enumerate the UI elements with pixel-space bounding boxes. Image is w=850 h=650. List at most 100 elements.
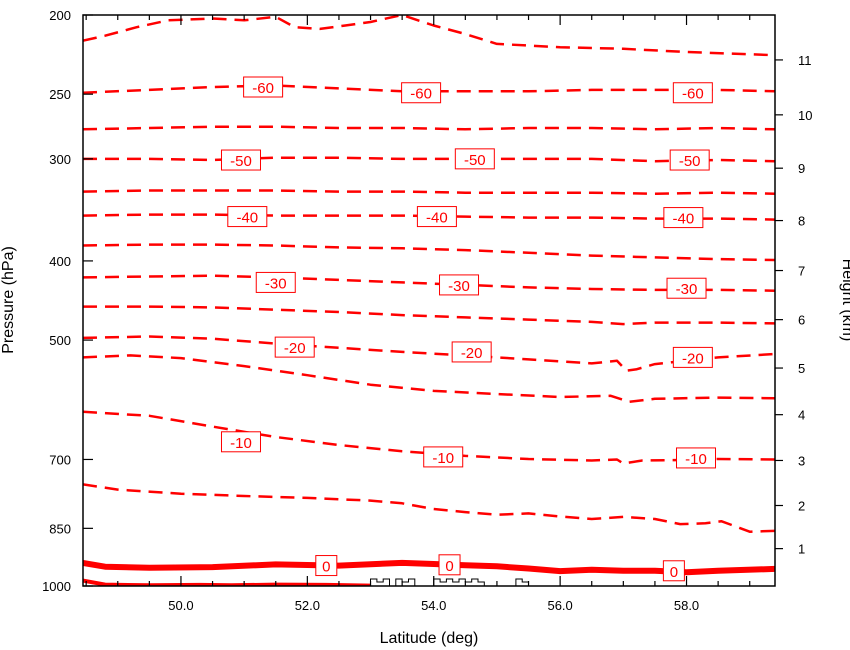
contour-label-text: -10 bbox=[685, 451, 707, 468]
height-tick-label: 9 bbox=[798, 161, 805, 176]
contour-label: -40 bbox=[663, 207, 704, 229]
isotherm-line bbox=[83, 483, 775, 533]
contour-label-text: -60 bbox=[682, 86, 704, 103]
contour-label: -10 bbox=[423, 446, 464, 468]
x-tick-label: 56.0 bbox=[547, 598, 572, 613]
contour-label: -60 bbox=[243, 76, 284, 98]
contour-label: -40 bbox=[227, 206, 268, 228]
height-tick-label: 11 bbox=[798, 53, 812, 68]
contour-label-text: -50 bbox=[679, 153, 701, 170]
contour-labels: -60 -60 -60 -50 -50 -50 -40 -40 -40 -30 -30 -30 -20 -… bbox=[220, 76, 717, 582]
contour-label-text: -10 bbox=[230, 435, 252, 452]
pressure-tick-label: 250 bbox=[49, 87, 71, 102]
contour-label-text: -60 bbox=[410, 86, 432, 103]
contour-label-box bbox=[315, 555, 338, 577]
contour-label: -50 bbox=[669, 149, 710, 171]
contour-label-text: -40 bbox=[673, 211, 695, 228]
contour-label-text: 0 bbox=[670, 564, 678, 581]
plot-frame bbox=[82, 14, 776, 587]
height-tick-label: 5 bbox=[798, 361, 805, 376]
contour-label-box bbox=[666, 277, 707, 299]
isotherm-line bbox=[83, 243, 775, 262]
contour-label-box bbox=[255, 271, 296, 293]
contour-label-text: -30 bbox=[448, 278, 470, 295]
contour-label-text: -30 bbox=[676, 281, 698, 298]
contour-label: -30 bbox=[439, 274, 480, 296]
contour-label-box bbox=[416, 206, 457, 228]
contour-label: -50 bbox=[220, 149, 261, 171]
contour-label: -60 bbox=[672, 82, 713, 104]
isotherm-line bbox=[83, 274, 775, 292]
pressure-tick-label: 850 bbox=[49, 521, 71, 536]
height-tick-label: 3 bbox=[798, 453, 805, 468]
contour-label-box bbox=[439, 274, 480, 296]
right-axis-title: Height (km) bbox=[839, 259, 850, 342]
contour-label: 0 bbox=[662, 560, 685, 582]
height-tick-label: 8 bbox=[798, 214, 805, 229]
contour-label-text: -20 bbox=[682, 350, 704, 367]
height-tick-label: 1 bbox=[798, 542, 805, 557]
contour-label: -40 bbox=[416, 206, 457, 228]
contour-label: -30 bbox=[255, 271, 296, 293]
left-axis-title: Pressure (hPa) bbox=[0, 246, 17, 354]
x-axis: 50.0 52.0 54.0 56.0 58.0 bbox=[85, 15, 751, 613]
isotherm-line bbox=[83, 189, 775, 195]
contour-label-box bbox=[243, 76, 284, 98]
pressure-tick-label: 500 bbox=[49, 333, 71, 348]
height-axis: 1 2 3 4 5 6 7 8 9 10 11 bbox=[775, 53, 812, 557]
isotherm-line bbox=[83, 15, 775, 57]
contour-label-text: 0 bbox=[445, 558, 453, 575]
height-tick-label: 4 bbox=[798, 408, 805, 423]
x-tick-label: 54.0 bbox=[421, 598, 446, 613]
terrain-bump bbox=[433, 578, 485, 586]
contour-label-box bbox=[401, 82, 442, 104]
contour-label: -10 bbox=[220, 431, 261, 453]
contour-label-text: -40 bbox=[236, 210, 258, 227]
contour-label-box bbox=[274, 336, 315, 358]
contour-label-text: -40 bbox=[426, 210, 448, 227]
pressure-tick-label: 400 bbox=[49, 254, 71, 269]
contour-label: 0 bbox=[438, 554, 461, 576]
isotherm-line bbox=[83, 410, 775, 465]
isotherm-line bbox=[83, 305, 775, 326]
height-tick-label: 7 bbox=[798, 264, 805, 279]
terrain-bump bbox=[395, 578, 416, 586]
terrain-bump bbox=[370, 578, 390, 586]
pressure-axis: 200 250 300 400 500 700 850 1000 bbox=[42, 8, 93, 594]
height-tick-label: 2 bbox=[798, 498, 805, 513]
height-tick-label: 10 bbox=[798, 108, 812, 123]
contour-label-text: -50 bbox=[464, 152, 486, 169]
contour-label-box bbox=[451, 341, 492, 363]
isotherm-line bbox=[83, 354, 775, 404]
isotherm-line bbox=[83, 578, 371, 586]
contour-label: -30 bbox=[666, 277, 707, 299]
contour-label-text: -20 bbox=[461, 345, 483, 362]
contour-label-box bbox=[662, 560, 685, 582]
height-tick-label: 6 bbox=[798, 313, 805, 328]
contour-label-text: -50 bbox=[230, 153, 252, 170]
contour-label-box bbox=[669, 149, 710, 171]
contour-label: -60 bbox=[401, 82, 442, 104]
isotherm-line bbox=[83, 559, 775, 576]
contour-label-box bbox=[672, 82, 713, 104]
contour-label-box bbox=[227, 206, 268, 228]
contour-label-text: -10 bbox=[432, 450, 454, 467]
contour-label-text: 0 bbox=[322, 559, 330, 576]
contour-label-box bbox=[663, 207, 704, 229]
x-tick-label: 50.0 bbox=[168, 598, 193, 613]
contour-label-box bbox=[438, 554, 461, 576]
contour-label: -10 bbox=[676, 447, 717, 469]
contour-label: -50 bbox=[454, 148, 495, 170]
contour-label-box bbox=[454, 148, 495, 170]
x-tick-label: 52.0 bbox=[295, 598, 320, 613]
contour-label-box bbox=[220, 149, 261, 171]
contour-label-text: -30 bbox=[265, 275, 287, 292]
pressure-tick-label: 300 bbox=[49, 152, 71, 167]
isotherm-line bbox=[83, 84, 775, 94]
isotherm-line bbox=[83, 156, 775, 163]
contour-label-box bbox=[423, 446, 464, 468]
contour-label-text: -60 bbox=[252, 80, 274, 97]
contour-label: 0 bbox=[315, 555, 338, 577]
contour-label-box bbox=[676, 447, 717, 469]
contour-label-text: -20 bbox=[284, 340, 306, 357]
